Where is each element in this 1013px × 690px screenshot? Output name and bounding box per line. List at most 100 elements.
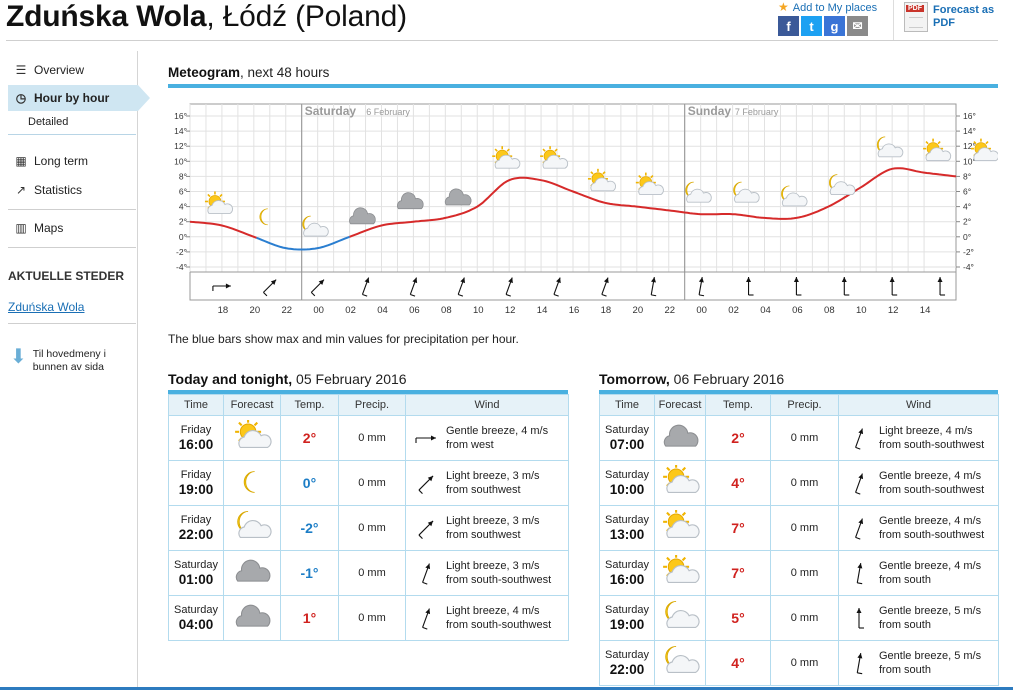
email-icon[interactable]: ✉ bbox=[847, 16, 868, 36]
x-tick-label: 02 bbox=[345, 305, 356, 316]
today-forecast-table: Time Forecast Temp. Precip. Wind Friday 16:00… bbox=[168, 394, 569, 641]
sidebar-item-detailed[interactable]: Detailed bbox=[28, 116, 69, 128]
time-cell: Saturday 10:00 bbox=[599, 460, 655, 506]
wind-description: Gentle breeze, 4 m/s from south-southwest bbox=[879, 514, 984, 542]
sidebar-item-label: Maps bbox=[34, 221, 64, 235]
header-divider bbox=[6, 40, 998, 41]
wind-direction: from south bbox=[879, 664, 931, 676]
sidebar-divider bbox=[8, 247, 136, 248]
sidebar-item-statistics[interactable]: ↗ Statistics bbox=[8, 178, 136, 202]
wind-description: Light breeze, 4 m/s from south-southwest bbox=[879, 424, 984, 452]
time-cell: Saturday 07:00 bbox=[599, 415, 655, 461]
wind-arrow-shape bbox=[855, 518, 864, 540]
sidebar-item-label: Overview bbox=[34, 63, 85, 77]
cloud-icon bbox=[235, 559, 271, 582]
sidebar-item-hour-by-hour[interactable]: ◷ Hour by hour bbox=[8, 85, 150, 111]
wind-arrow-shape bbox=[855, 428, 864, 450]
hour-label: 01:00 bbox=[178, 572, 214, 587]
precipitation-cell: 0 mm bbox=[770, 415, 839, 461]
precipitation-cell: 0 mm bbox=[338, 505, 406, 551]
cloud-icon bbox=[349, 207, 376, 225]
hour-label: 04:00 bbox=[178, 617, 214, 632]
table-row: Saturday 16:00 7° 0 mm Gentle breeze, 4 m/s f… bbox=[599, 550, 999, 596]
y-tick-label-right: 4° bbox=[963, 202, 971, 212]
google-plus-icon[interactable]: g bbox=[824, 16, 845, 36]
wind-speed: Light breeze, 3 m/s bbox=[446, 470, 540, 482]
forecast-cell bbox=[654, 550, 706, 596]
calendar-icon: ▦ bbox=[15, 154, 27, 168]
forecast-symbol bbox=[663, 508, 700, 538]
wind-arrow-shape bbox=[418, 520, 434, 539]
column-header: Time bbox=[168, 394, 224, 416]
add-to-places-label: Add to My places bbox=[792, 2, 878, 14]
temperature-cell: 2° bbox=[705, 415, 771, 461]
wind-speed: Light breeze, 3 m/s bbox=[446, 515, 540, 527]
moon-cloud-icon bbox=[685, 181, 712, 203]
forecast-pdf-link[interactable]: Forecast as PDF bbox=[933, 4, 995, 29]
wind-arrow-icon bbox=[889, 277, 898, 296]
add-to-places-link[interactable]: ★ Add to My places bbox=[778, 0, 877, 14]
day-label: Friday bbox=[180, 424, 212, 436]
x-tick-label: 14 bbox=[920, 305, 931, 316]
x-tick-label: 22 bbox=[281, 305, 292, 316]
wind-cell: Light breeze, 3 m/s from south-southwest bbox=[405, 550, 569, 596]
y-tick-label-right: 2° bbox=[963, 217, 971, 227]
precipitation-cell: 0 mm bbox=[338, 415, 406, 461]
y-tick-label-right: 12° bbox=[963, 141, 976, 151]
wind-arrow-shape bbox=[422, 608, 431, 630]
forecast-symbol bbox=[663, 553, 700, 583]
bottom-menu-link[interactable]: ⬇ Til hovedmeny i bunnen av sida bbox=[10, 346, 130, 374]
x-tick-label: 08 bbox=[824, 305, 835, 316]
temperature-cell: 7° bbox=[705, 505, 771, 551]
day-date-label: 6 February bbox=[366, 107, 410, 117]
y-tick-label-left: -2° bbox=[176, 247, 187, 257]
moon-icon bbox=[243, 470, 255, 493]
x-tick-label: 22 bbox=[664, 305, 675, 316]
y-tick-label-right: 16° bbox=[963, 111, 976, 121]
bottom-menu-label: Til hovedmeny i bunnen av sida bbox=[32, 348, 106, 373]
wind-arrow-icon bbox=[422, 563, 431, 585]
day-label: Saturday bbox=[604, 514, 650, 526]
wind-cell: Light breeze, 3 m/s from southwest bbox=[405, 460, 569, 506]
hour-label: 16:00 bbox=[609, 572, 645, 587]
tomorrow-date: 06 February 2016 bbox=[669, 371, 785, 387]
cloud-icon bbox=[235, 604, 271, 627]
facebook-icon[interactable]: f bbox=[778, 16, 799, 36]
y-tick-label-right: 6° bbox=[963, 187, 971, 197]
time-cell: Saturday 16:00 bbox=[599, 550, 655, 596]
moon-cloud-icon bbox=[781, 185, 808, 207]
wind-cell: Gentle breeze, 4 m/s from south bbox=[838, 550, 999, 596]
time-cell: Saturday 22:00 bbox=[599, 640, 655, 686]
wind-direction: from southwest bbox=[446, 529, 521, 541]
wind-cell: Light breeze, 4 m/s from south-southwest bbox=[405, 595, 569, 641]
sidebar-item-overview[interactable]: ☰ Overview bbox=[8, 58, 136, 82]
sun-cloud-icon bbox=[663, 553, 700, 583]
wind-arrow-icon bbox=[505, 277, 513, 297]
sun-cloud-icon bbox=[235, 418, 272, 448]
sun-cloud-icon bbox=[970, 138, 998, 162]
forecast-cell bbox=[223, 550, 281, 596]
wind-arrow-icon bbox=[361, 277, 370, 297]
wind-arrow-icon bbox=[937, 277, 946, 296]
temperature-line-below-zero bbox=[256, 235, 350, 251]
moon-cloud-icon bbox=[237, 510, 272, 538]
y-tick-label-left: 10° bbox=[174, 156, 187, 166]
sidebar-item-maps[interactable]: ▥ Maps bbox=[8, 216, 136, 240]
today-title-label: Today and tonight, bbox=[168, 371, 293, 387]
time-cell: Saturday 01:00 bbox=[168, 550, 224, 596]
twitter-icon[interactable]: t bbox=[801, 16, 822, 36]
hour-label: 22:00 bbox=[609, 662, 645, 677]
sidebar-divider bbox=[8, 323, 136, 324]
wind-arrow-icon bbox=[418, 520, 434, 539]
wind-arrow-icon bbox=[856, 653, 863, 675]
pdf-icon[interactable]: PDF bbox=[904, 2, 928, 32]
sidebar-item-long-term[interactable]: ▦ Long term bbox=[8, 149, 136, 173]
wind-direction: from south-southwest bbox=[446, 619, 552, 631]
x-tick-label: 06 bbox=[792, 305, 803, 316]
y-tick-label-left: 16° bbox=[174, 111, 187, 121]
location-link[interactable]: Zduńska Wola bbox=[8, 300, 85, 314]
wind-cell: Gentle breeze, 5 m/s from south bbox=[838, 640, 999, 686]
column-header: Temp. bbox=[705, 394, 771, 416]
arrow-down-icon: ⬇ bbox=[10, 346, 27, 368]
wind-speed: Gentle breeze, 4 m/s bbox=[879, 560, 982, 572]
